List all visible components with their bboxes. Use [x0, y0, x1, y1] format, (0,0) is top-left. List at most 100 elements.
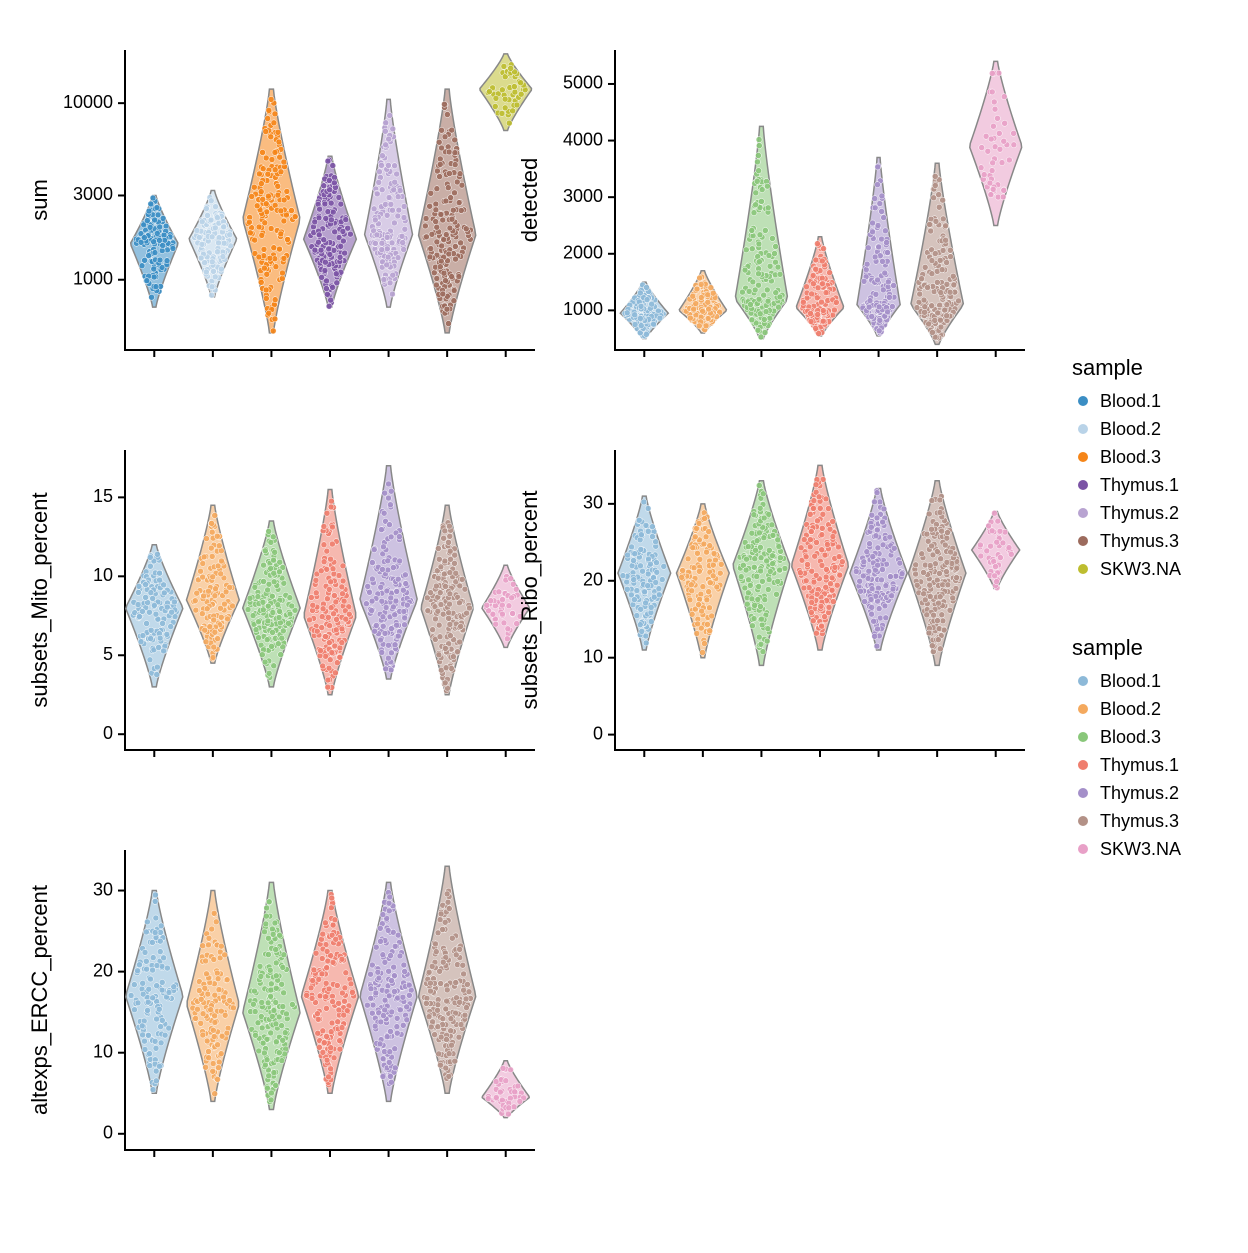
data-point	[214, 249, 220, 255]
data-point	[211, 617, 217, 623]
data-point	[277, 932, 283, 938]
data-point	[919, 551, 925, 557]
data-point	[861, 278, 867, 284]
data-point	[653, 579, 659, 585]
data-point	[947, 289, 953, 295]
data-point	[882, 270, 888, 276]
data-point	[255, 1020, 261, 1026]
data-point	[978, 553, 984, 559]
data-point	[374, 232, 380, 238]
data-point	[258, 189, 264, 195]
data-point	[330, 922, 336, 928]
data-point	[913, 562, 919, 568]
data-point	[443, 1006, 449, 1012]
data-point	[508, 1067, 514, 1073]
data-point	[758, 641, 764, 647]
data-point	[209, 529, 215, 535]
data-point	[322, 634, 328, 640]
data-point	[268, 1090, 274, 1096]
data-point	[268, 981, 274, 987]
data-point	[992, 106, 998, 112]
data-point	[924, 612, 930, 618]
data-point	[390, 604, 396, 610]
data-point	[389, 291, 395, 297]
data-point	[326, 986, 332, 992]
data-point	[940, 197, 946, 203]
data-point	[388, 1079, 394, 1085]
data-point	[308, 594, 314, 600]
data-point	[280, 1037, 286, 1043]
data-point	[879, 258, 885, 264]
data-point	[395, 194, 401, 200]
data-point	[270, 534, 276, 540]
data-point	[404, 602, 410, 608]
data-point	[218, 943, 224, 949]
data-point	[436, 1051, 442, 1057]
data-point	[265, 935, 271, 941]
data-point	[141, 235, 147, 241]
data-point	[333, 627, 339, 633]
data-point	[711, 550, 717, 556]
data-point	[391, 187, 397, 193]
data-point	[259, 1025, 265, 1031]
data-point	[281, 990, 287, 996]
data-point	[756, 482, 762, 488]
data-point	[318, 247, 324, 253]
data-point	[373, 944, 379, 950]
data-point	[406, 982, 412, 988]
data-point	[266, 528, 272, 534]
data-point	[929, 526, 935, 532]
data-point	[269, 926, 275, 932]
data-point	[439, 145, 445, 151]
data-point	[705, 299, 711, 305]
data-point	[1001, 138, 1007, 144]
data-point	[171, 984, 177, 990]
data-point	[868, 596, 874, 602]
data-point	[379, 187, 385, 193]
y-tick-label: 0	[103, 1123, 113, 1143]
data-point	[391, 988, 397, 994]
data-point	[1011, 142, 1017, 148]
data-point	[748, 301, 754, 307]
data-point	[936, 600, 942, 606]
data-point	[139, 1023, 145, 1029]
data-point	[329, 524, 335, 530]
data-point	[992, 573, 998, 579]
data-point	[757, 505, 763, 511]
data-point	[269, 157, 275, 163]
data-point	[332, 670, 338, 676]
y-tick-label: 4000	[563, 129, 603, 149]
data-point	[322, 920, 328, 926]
data-point	[280, 964, 286, 970]
data-point	[819, 547, 825, 553]
data-point	[382, 1007, 388, 1013]
data-point	[510, 581, 516, 587]
data-point	[434, 168, 440, 174]
panel-sum: 1000300010000sum	[27, 50, 535, 357]
data-point	[385, 495, 391, 501]
data-point	[921, 591, 927, 597]
data-point	[261, 265, 267, 271]
data-point	[940, 618, 946, 624]
data-point	[279, 1058, 285, 1064]
data-point	[699, 608, 705, 614]
data-point	[338, 243, 344, 249]
data-point	[392, 612, 398, 618]
data-point	[270, 328, 276, 334]
data-point	[321, 559, 327, 565]
data-point	[879, 193, 885, 199]
data-point	[997, 528, 1003, 534]
data-point	[937, 317, 943, 323]
data-point	[273, 1082, 279, 1088]
data-point	[756, 634, 762, 640]
data-point	[449, 274, 455, 280]
data-point	[436, 622, 442, 628]
data-point	[249, 193, 255, 199]
data-point	[629, 544, 635, 550]
data-point	[401, 247, 407, 253]
data-point	[758, 555, 764, 561]
data-point	[200, 1011, 206, 1017]
data-point	[276, 615, 282, 621]
data-point	[273, 985, 279, 991]
data-point	[991, 510, 997, 516]
